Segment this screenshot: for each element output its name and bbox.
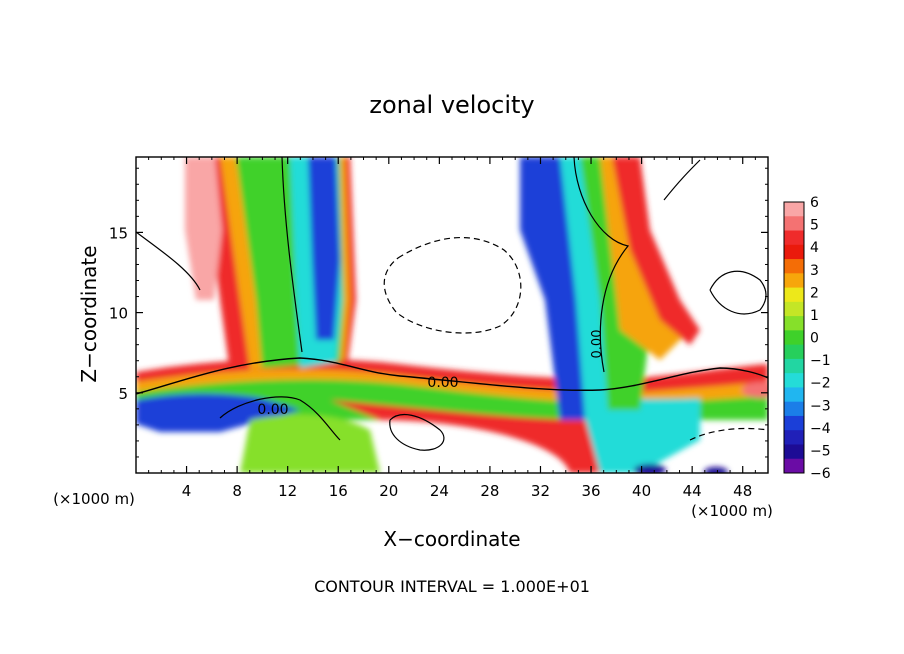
x-axis: 4 8 12 16 20 24 28 32 36 40 44 48 bbox=[148, 157, 756, 500]
contour-thin-left bbox=[136, 231, 201, 291]
y-axis: 5 10 15 bbox=[109, 167, 768, 458]
jet-left-blue bbox=[308, 157, 340, 340]
x-tick-label: 12 bbox=[278, 482, 297, 500]
plot-area: 0.00 0.00 0.00 bbox=[136, 157, 768, 473]
y-tick-label: 15 bbox=[109, 224, 128, 242]
colorbar-swatch bbox=[784, 387, 804, 403]
contour-dashed-center bbox=[383, 237, 522, 334]
colorbar-label: 0 bbox=[810, 331, 819, 347]
x-unit-right: (×1000 m) bbox=[691, 502, 773, 520]
contour-zero-main bbox=[136, 357, 768, 395]
x-tick-label: 20 bbox=[379, 482, 398, 500]
colorbar: 6 5 4 3 2 1 0 −1 −2 −3 −4 −5 −6 bbox=[783, 195, 831, 482]
blob-red-right-edge bbox=[742, 382, 768, 398]
band-red-bottom bbox=[330, 400, 620, 473]
colorbar-swatch bbox=[784, 287, 804, 303]
colorbar-swatch bbox=[784, 216, 804, 232]
colorbar-label: −6 bbox=[810, 466, 831, 482]
colorbar-swatch bbox=[784, 244, 804, 260]
x-tick-label: 8 bbox=[232, 482, 242, 500]
contour-label: 0.00 bbox=[590, 330, 605, 359]
colorbar-swatch bbox=[784, 316, 804, 331]
colorbar-swatch bbox=[784, 401, 804, 417]
colorbar-swatch bbox=[784, 202, 804, 217]
velocity-field bbox=[136, 157, 768, 473]
colorbar-label: −2 bbox=[810, 376, 831, 392]
x-tick-label: 40 bbox=[632, 482, 651, 500]
x-unit-left: (×1000 m) bbox=[53, 490, 135, 508]
band-blue-low bbox=[136, 393, 300, 432]
y-axis-label: Z−coordinate bbox=[77, 245, 101, 382]
y-tick-label: 10 bbox=[109, 305, 128, 323]
contour-thin-bottom bbox=[389, 413, 445, 451]
x-tick-label: 48 bbox=[733, 482, 752, 500]
contour-label: 0.00 bbox=[257, 402, 288, 418]
contour-interval-note: CONTOUR INTERVAL = 1.000E+01 bbox=[314, 577, 590, 596]
colorbar-frame bbox=[783, 201, 805, 474]
colorbar-label: −5 bbox=[810, 443, 831, 459]
contour-lines bbox=[136, 157, 768, 451]
band-green-bottom bbox=[240, 414, 380, 473]
colorbar-swatch bbox=[784, 358, 804, 374]
colorbar-label: −1 bbox=[810, 353, 831, 369]
blob-blue-bottom-1 bbox=[634, 464, 666, 473]
colorbar-label: 2 bbox=[810, 285, 819, 301]
x-tick-label: 36 bbox=[581, 482, 600, 500]
contour-dashed-right bbox=[689, 427, 768, 441]
colorbar-swatch bbox=[784, 415, 804, 431]
colorbar-swatch bbox=[784, 301, 804, 317]
colorbar-swatch bbox=[784, 230, 804, 246]
x-tick-label: 44 bbox=[683, 482, 702, 500]
colorbar-label: 4 bbox=[810, 240, 819, 256]
colorbar-swatch bbox=[784, 330, 804, 346]
colorbar-label: −3 bbox=[810, 398, 831, 414]
contour-zero-lower bbox=[219, 396, 341, 441]
x-axis-label: X−coordinate bbox=[383, 527, 520, 551]
chart-title: zonal velocity bbox=[369, 91, 534, 119]
colorbar-label: −4 bbox=[810, 421, 831, 437]
x-tick-label: 28 bbox=[480, 482, 499, 500]
contour-zero-left-vertical bbox=[281, 157, 303, 353]
colorbar-label: 6 bbox=[810, 195, 819, 211]
x-tick-label: 4 bbox=[182, 482, 192, 500]
colorbar-label: 3 bbox=[810, 263, 819, 279]
x-tick-label: 24 bbox=[430, 482, 449, 500]
blob-blue-bottom-2 bbox=[704, 467, 728, 473]
colorbar-label: 1 bbox=[810, 308, 819, 324]
jet-right-cyan bbox=[560, 157, 610, 420]
contour-thin-right-1 bbox=[663, 159, 701, 201]
contour-thin-right-2 bbox=[709, 270, 767, 315]
contour-label-group: 0.00 0.00 0.00 bbox=[257, 330, 605, 418]
y-tick-label: 5 bbox=[118, 385, 128, 403]
x-tick-label: 32 bbox=[531, 482, 550, 500]
band-cyan-bottom bbox=[580, 398, 700, 473]
contour-label: 0.00 bbox=[427, 375, 458, 391]
colorbar-swatch bbox=[784, 444, 804, 460]
contour-zero-right-vertical bbox=[573, 157, 630, 373]
jet-left-pink bbox=[185, 157, 222, 300]
colorbar-swatch bbox=[784, 458, 804, 474]
colorbar-swatch bbox=[784, 373, 804, 388]
colorbar-swatch bbox=[784, 273, 804, 289]
colorbar-swatch bbox=[784, 344, 804, 360]
colorbar-label: 5 bbox=[810, 218, 819, 234]
colorbar-swatch bbox=[784, 430, 804, 445]
jet-right-red bbox=[612, 157, 700, 345]
x-tick-label: 16 bbox=[329, 482, 348, 500]
colorbar-swatch bbox=[784, 259, 804, 274]
